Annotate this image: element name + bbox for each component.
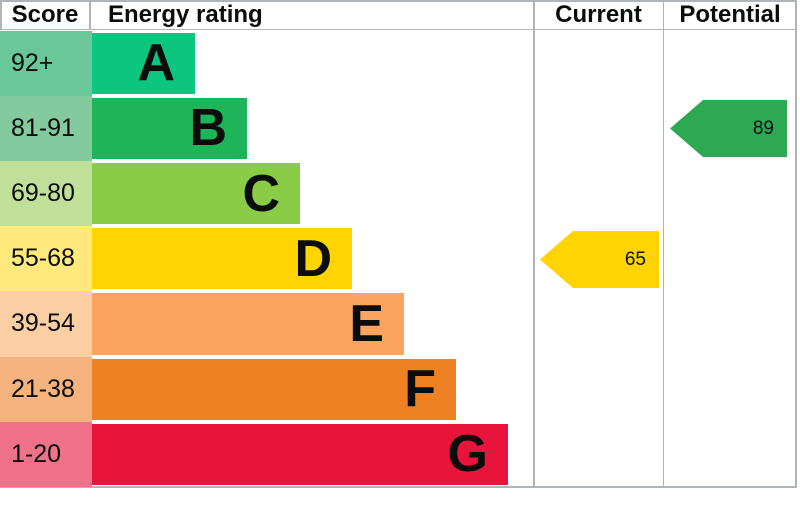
score-range-f: 21-38	[0, 356, 92, 422]
table-top-border	[0, 0, 797, 2]
band-row-c: 69-80 C	[0, 160, 534, 227]
band-row-b: 81-91 B	[0, 95, 534, 161]
score-range-c: 69-80	[0, 160, 92, 227]
potential-rating-value: 89	[752, 117, 774, 139]
band-bar-a: A	[92, 32, 195, 94]
band-bar-c: C	[92, 162, 300, 225]
potential-column-divider	[662, 0, 665, 488]
band-letter-g: G	[447, 425, 488, 484]
band-bar-f: F	[92, 358, 456, 420]
band-letter-d: D	[294, 229, 332, 288]
potential-rating-arrow: 89	[670, 100, 787, 157]
band-letter-c: C	[242, 164, 280, 223]
band-rows: 92+ A 81-91 B 69-80 C 55-68 D 39-54	[0, 30, 534, 488]
band-bar-g: G	[92, 423, 508, 486]
score-range-e: 39-54	[0, 291, 92, 357]
band-letter-a: A	[137, 34, 175, 93]
current-column-divider	[533, 0, 535, 488]
band-row-g: 1-20 G	[0, 421, 534, 488]
column-header-energy-rating: Energy rating	[108, 1, 263, 28]
table-left-border	[0, 0, 2, 30]
score-column-divider	[89, 0, 91, 30]
column-header-score: Score	[11, 1, 79, 28]
band-bar-e: E	[92, 293, 404, 355]
band-row-a: 92+ A	[0, 30, 534, 96]
column-header-potential: Potential	[679, 1, 781, 28]
band-letter-e: E	[349, 294, 384, 353]
band-letter-f: F	[404, 360, 436, 419]
score-range-a: 92+	[0, 30, 92, 96]
band-bar-d: D	[92, 228, 352, 290]
column-header-current: Current	[555, 1, 642, 28]
score-range-g: 1-20	[0, 421, 92, 488]
score-range-b: 81-91	[0, 95, 92, 161]
band-row-d: 55-68 D	[0, 226, 534, 292]
band-letter-b: B	[189, 99, 227, 158]
current-rating-value: 65	[624, 248, 646, 270]
table-right-border	[795, 0, 797, 488]
current-rating-arrow: 65	[540, 231, 659, 288]
score-range-d: 55-68	[0, 226, 92, 292]
table-bottom-border	[0, 486, 797, 488]
band-row-e: 39-54 E	[0, 291, 534, 357]
header-bottom-border	[0, 28, 797, 31]
band-row-f: 21-38 F	[0, 356, 534, 422]
band-bar-b: B	[92, 97, 247, 159]
